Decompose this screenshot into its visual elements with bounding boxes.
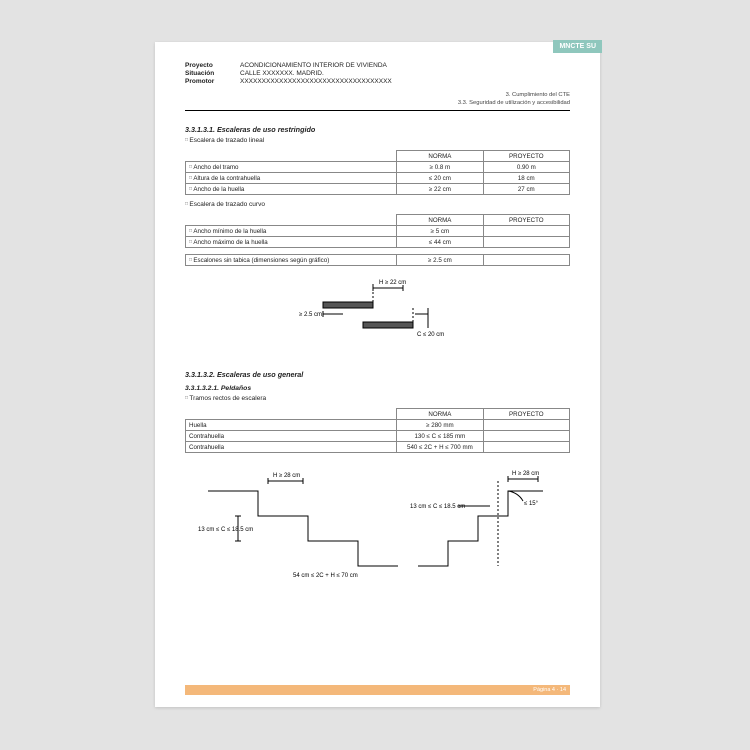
side-tab: MNCTE SU xyxy=(553,40,602,53)
diagram2-angle: ≤ 15° xyxy=(524,501,539,507)
hdr-label-situacion: Situación xyxy=(185,70,240,77)
section1-sub-b: Escalera de trazado curvo xyxy=(185,201,570,208)
table-row: Ancho de la huella ≥ 22 cm 27 cm xyxy=(186,184,570,195)
hdr-val-promotor: XXXXXXXXXXXXXXXXXXXXXXXXXXXXXXXXXXX xyxy=(240,78,570,85)
table-row: Escalones sin tabica (dimensiones según … xyxy=(186,255,570,266)
section1-title: 3.3.1.3.1. Escaleras de uso restringido xyxy=(185,125,570,134)
diagram2-cb: 13 cm ≤ C ≤ 18.5 cm xyxy=(410,504,465,510)
diagram2-h28a: H ≥ 28 cm xyxy=(273,473,300,479)
th-norma: NORMA xyxy=(397,151,483,162)
hdr-label-proyecto: Proyecto xyxy=(185,62,240,69)
section2-title: 3.3.1.3.2. Escaleras de uso general xyxy=(185,370,570,379)
breadcrumb: 3. Cumplimiento del CTE 3.3. Seguridad d… xyxy=(185,91,570,107)
diagram-1: H ≥ 22 cm ≥ 2.5 cm C ≤ 20 cm xyxy=(185,274,570,356)
table-row: Ancho mínimo de la huella ≥ 5 cm xyxy=(186,226,570,237)
document-page: MNCTE SU Proyecto ACONDICIONAMIENTO INTE… xyxy=(155,42,600,707)
table-row: Contrahuella 540 ≤ 2C + H ≤ 700 mm xyxy=(186,442,570,453)
header-rule xyxy=(185,110,570,111)
table-row: Ancho del tramo ≥ 0.8 m 0.90 m xyxy=(186,162,570,173)
hdr-val-situacion: CALLE XXXXXXX. MADRID. xyxy=(240,70,570,77)
footer-bar: Página 4 · 14 xyxy=(185,685,570,695)
diagram1-label-c: C ≤ 20 cm xyxy=(417,332,444,338)
table-row: Contrahuella 130 ≤ C ≤ 185 mm xyxy=(186,431,570,442)
diagram1-label-h: H ≥ 22 cm xyxy=(379,280,406,286)
hdr-label-promotor: Promotor xyxy=(185,78,240,85)
hdr-val-proyecto: ACONDICIONAMIENTO INTERIOR DE VIVIENDA xyxy=(240,62,570,69)
section2-sub-a: Tramos rectos de escalera xyxy=(185,395,570,402)
table-curvo: NORMA PROYECTO Ancho mínimo de la huella… xyxy=(185,214,570,248)
table-sin-tabica: Escalones sin tabica (dimensiones según … xyxy=(185,254,570,266)
diagram2-ca: 13 cm ≤ C ≤ 18.5 cm xyxy=(198,527,253,533)
table-row: Altura de la contrahuella ≤ 20 cm 18 cm xyxy=(186,173,570,184)
section1-sub-a: Escalera de trazado lineal xyxy=(185,137,570,144)
diagram1-label-25: ≥ 2.5 cm xyxy=(299,312,322,318)
breadcrumb-line1: 3. Cumplimiento del CTE xyxy=(185,91,570,99)
footer-page: Página 4 · 14 xyxy=(533,685,566,695)
diagram2-h28b: H ≥ 28 cm xyxy=(512,471,539,477)
table-row: Ancho máximo de la huella ≤ 44 cm xyxy=(186,237,570,248)
table-row: Huella ≥ 280 mm xyxy=(186,420,570,431)
table-general: NORMA PROYECTO Huella ≥ 280 mm Contrahue… xyxy=(185,408,570,453)
diagram-2: H ≥ 28 cm 13 cm ≤ C ≤ 18.5 cm 54 cm ≤ 2C… xyxy=(185,461,570,583)
diagram2-bottom: 54 cm ≤ 2C + H ≤ 70 cm xyxy=(293,573,358,579)
breadcrumb-line2: 3.3. Seguridad de utilización y accesibi… xyxy=(185,99,570,107)
header-block: Proyecto ACONDICIONAMIENTO INTERIOR DE V… xyxy=(185,62,570,85)
th-proyecto: PROYECTO xyxy=(483,151,569,162)
table-lineal: NORMA PROYECTO Ancho del tramo ≥ 0.8 m 0… xyxy=(185,150,570,195)
section2-subtitle: 3.3.1.3.2.1. Peldaños xyxy=(185,385,570,392)
